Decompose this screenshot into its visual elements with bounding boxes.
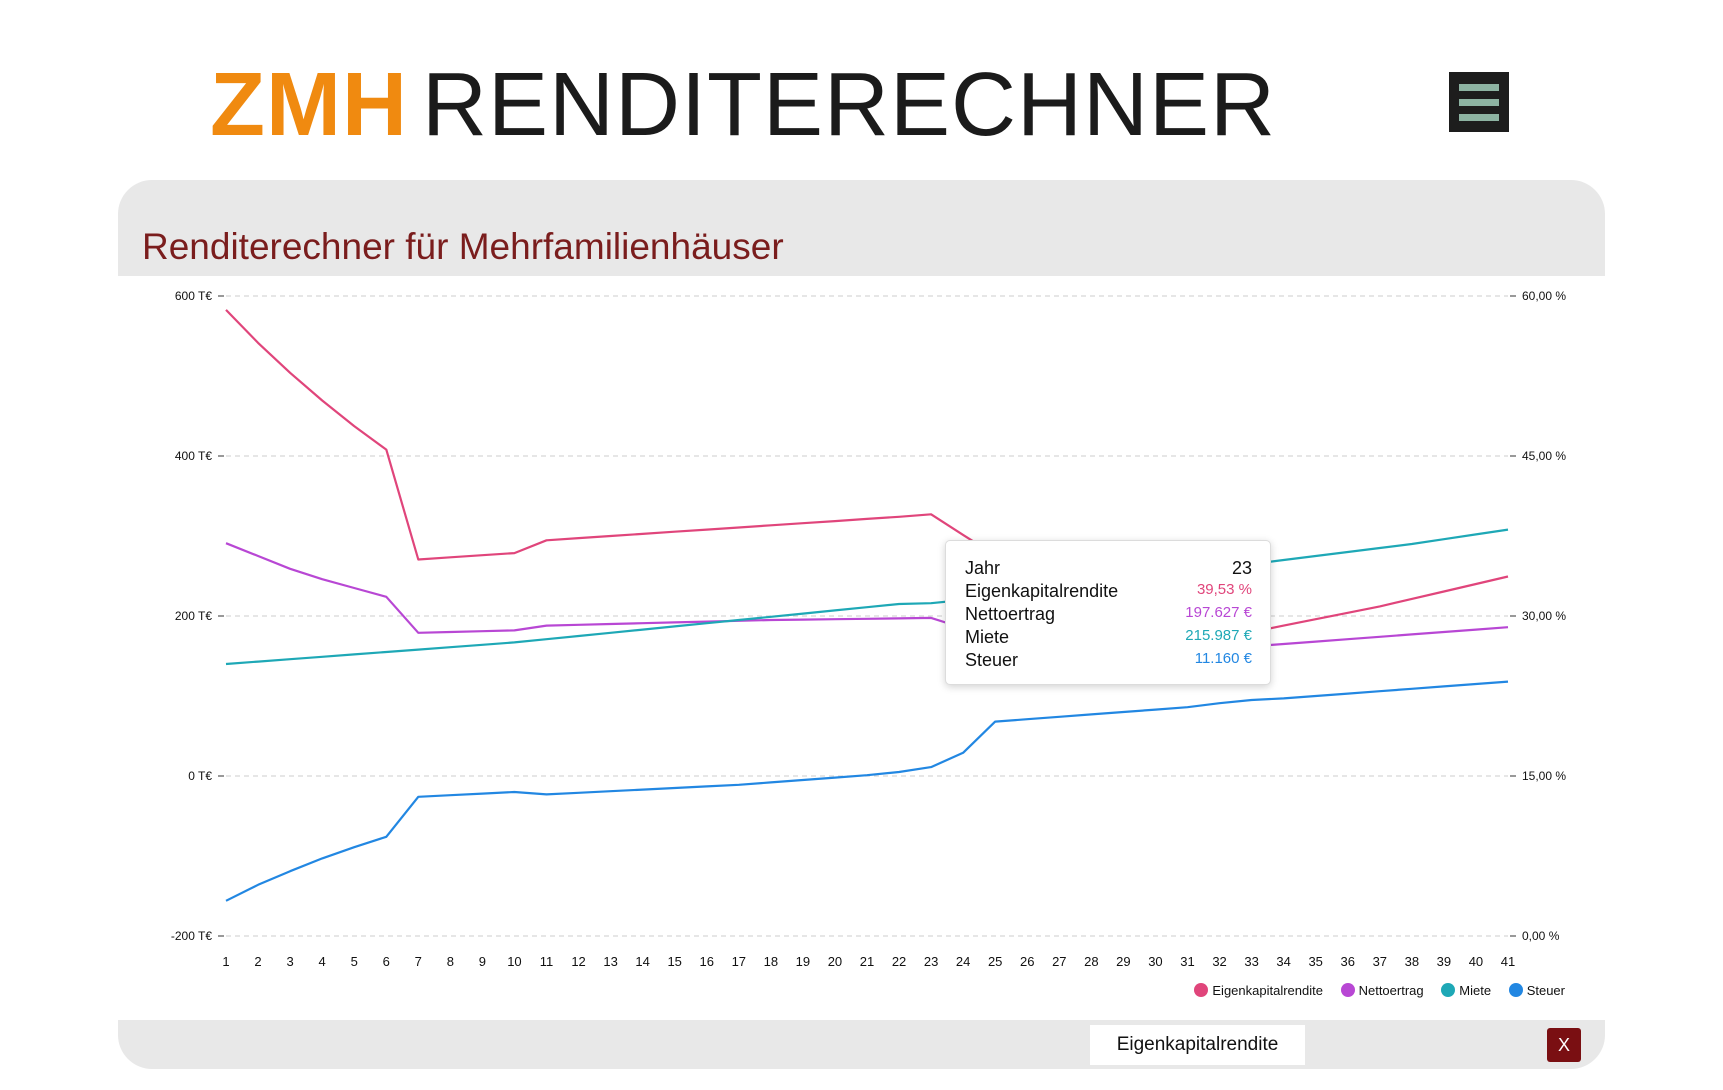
x-tick-label: 35 [1308, 954, 1322, 969]
tooltip-year-value: 23 [1231, 558, 1252, 578]
y-tick-label-right: 0,00 % [1522, 929, 1560, 943]
x-tick-label: 21 [860, 954, 874, 969]
x-tick-label: 19 [796, 954, 810, 969]
x-tick-label: 38 [1405, 954, 1419, 969]
calculator-panel: Renditerechner für Mehrfamilienhäuser -2… [118, 180, 1605, 1069]
series-line-eigenkapitalrendite [225, 309, 1509, 639]
y-tick-label-right: 60,00 % [1522, 289, 1566, 303]
legend-item-miete[interactable]: Miete [1441, 983, 1491, 998]
tooltip-row: Miete 215.987 € [965, 627, 1252, 650]
tooltip-value: 39,53 % [1196, 581, 1252, 598]
x-tick-label: 7 [415, 954, 422, 969]
x-tick-label: 31 [1180, 954, 1194, 969]
x-tick-label: 17 [732, 954, 746, 969]
menu-bar [1459, 99, 1499, 106]
x-tick-label: 23 [924, 954, 938, 969]
x-tick-label: 5 [351, 954, 358, 969]
x-tick-label: 10 [507, 954, 521, 969]
x-tick-label: 27 [1052, 954, 1066, 969]
x-tick-label: 26 [1020, 954, 1034, 969]
tab-eigenkapitalrendite[interactable]: Eigenkapitalrendite [1090, 1025, 1305, 1065]
logo-brand: ZMH [210, 55, 408, 155]
tooltip-label: Miete [965, 627, 1010, 647]
legend-item-eigenkapitalrendite[interactable]: Eigenkapitalrendite [1194, 983, 1323, 998]
tooltip-value: 197.627 € [1185, 604, 1252, 621]
legend-dot [1194, 983, 1209, 997]
series-line-miete [225, 528, 1509, 666]
y-tick-label-right: 15,00 % [1522, 769, 1566, 783]
line-chart[interactable]: -200 T€ 0 T€ 200 T€ 400 T€ 600 T€ 0,00 % 15,00… [118, 276, 1605, 1020]
tooltip-value: 215.987 € [1185, 627, 1252, 644]
x-tick-label: 6 [383, 954, 390, 969]
chart-area: -200 T€ 0 T€ 200 T€ 400 T€ 600 T€ 0,00 % 15,00… [118, 276, 1605, 1020]
tooltip-row: Nettoertrag 197.627 € [965, 604, 1252, 627]
legend-label: Nettoertrag [1358, 983, 1424, 998]
tooltip-year-label: Jahr [965, 558, 1001, 578]
x-tick-label: 12 [571, 954, 585, 969]
legend-dot [1441, 983, 1456, 997]
x-tick-label: 20 [828, 954, 842, 969]
x-tick-label: 11 [540, 954, 554, 969]
y-tick-label-left: 0 T€ [188, 769, 212, 783]
x-tick-label: 9 [479, 954, 486, 969]
chart-legend: Eigenkapitalrendite Nettoertrag Miete St… [1180, 983, 1565, 998]
y-tick-label-left: -200 T€ [171, 929, 212, 943]
y-tick-label-right: 45,00 % [1522, 449, 1566, 463]
x-tick-label: 33 [1244, 954, 1258, 969]
legend-dot [1508, 983, 1523, 997]
series-line-steuer [225, 680, 1509, 902]
x-tick-label: 13 [603, 954, 617, 969]
tooltip-value: 11.160 € [1194, 650, 1252, 667]
x-tick-label: 3 [286, 954, 293, 969]
x-tick-label: 36 [1341, 954, 1355, 969]
x-tick-label: 1 [222, 954, 229, 969]
tooltip-label: Nettoertrag [965, 604, 1056, 624]
app-logo: ZMH RENDITERECHNER [210, 50, 1276, 160]
logo-title: RENDITERECHNER [421, 55, 1277, 155]
legend-item-nettoertrag[interactable]: Nettoertrag [1340, 983, 1424, 998]
x-tick-label: 8 [447, 954, 454, 969]
y-tick-label-right: 30,00 % [1522, 609, 1566, 623]
panel-title: Renditerechner für Mehrfamilienhäuser [142, 226, 784, 267]
tooltip-row: Eigenkapitalrendite 39,53 % [965, 581, 1252, 604]
y-tick-label-left: 200 T€ [175, 609, 212, 623]
tooltip-label: Steuer [965, 650, 1019, 670]
x-tick-label: 2 [254, 954, 261, 969]
tooltip-label: Eigenkapitalrendite [965, 581, 1119, 601]
x-tick-label: 34 [1276, 954, 1290, 969]
close-button[interactable]: X [1547, 1028, 1581, 1062]
legend-label: Miete [1459, 983, 1492, 998]
x-tick-label: 25 [988, 954, 1002, 969]
x-tick-label: 37 [1373, 954, 1387, 969]
x-tick-label: 39 [1437, 954, 1451, 969]
x-tick-label: 28 [1084, 954, 1098, 969]
x-tick-label: 24 [956, 954, 970, 969]
x-tick-label: 16 [700, 954, 714, 969]
x-tick-label: 4 [319, 954, 326, 969]
x-tick-label: 18 [764, 954, 778, 969]
menu-bar [1459, 114, 1499, 121]
menu-bar [1459, 84, 1499, 91]
tooltip-row: Steuer 11.160 € [965, 650, 1252, 673]
x-tick-label: 30 [1148, 954, 1162, 969]
legend-item-steuer[interactable]: Steuer [1508, 983, 1565, 998]
x-tick-label: 40 [1469, 954, 1483, 969]
legend-label: Steuer [1526, 983, 1565, 998]
tooltip-row-year: Jahr 23 [965, 558, 1252, 581]
x-tick-label: 32 [1212, 954, 1226, 969]
x-tick-label: 41 [1501, 954, 1515, 969]
y-tick-label-left: 600 T€ [175, 289, 212, 303]
x-tick-label: 15 [667, 954, 681, 969]
hamburger-menu-icon[interactable] [1449, 72, 1509, 132]
x-tick-label: 29 [1116, 954, 1130, 969]
legend-dot [1340, 983, 1355, 997]
legend-label: Eigenkapitalrendite [1212, 983, 1323, 998]
x-tick-label: 14 [635, 954, 649, 969]
series-line-nettoertrag [225, 542, 1509, 650]
x-tick-label: 22 [892, 954, 906, 969]
y-tick-label-left: 400 T€ [175, 449, 212, 463]
chart-tooltip: Jahr 23 Eigenkapitalrendite 39,53 % Nett… [945, 540, 1271, 685]
